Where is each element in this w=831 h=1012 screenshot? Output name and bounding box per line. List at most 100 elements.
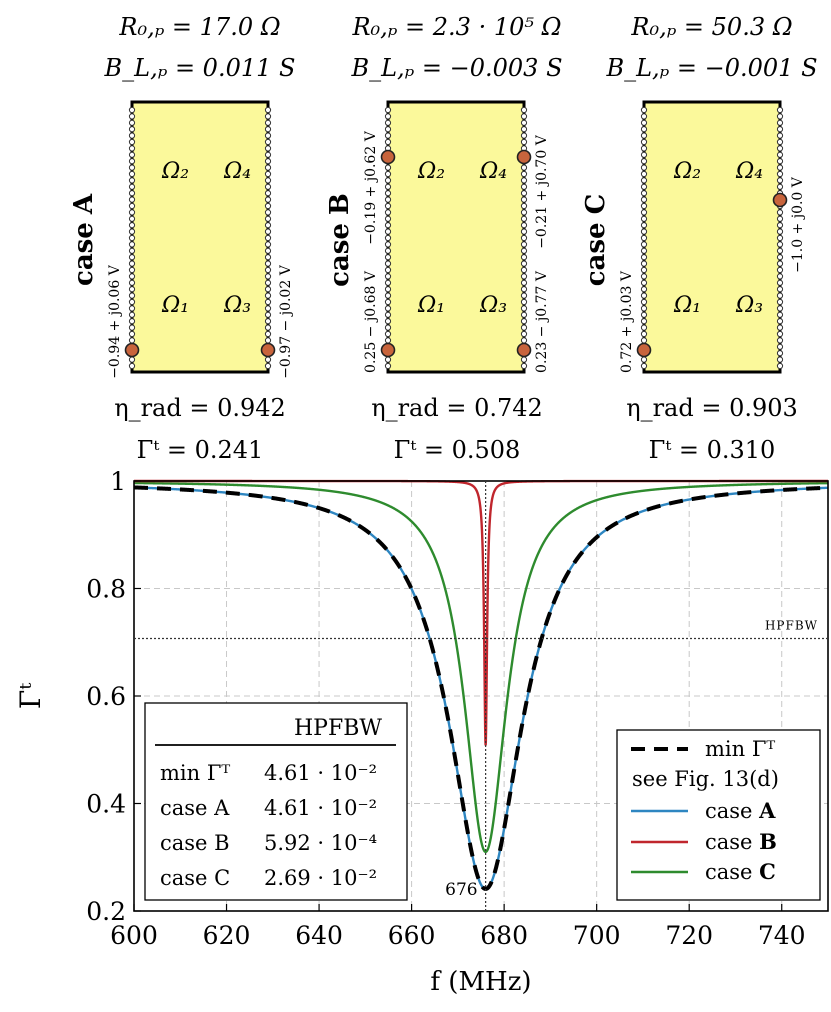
edge-node: [384, 273, 392, 280]
edge-node: [128, 196, 136, 203]
edge-node: [640, 260, 648, 267]
edge-node: [384, 337, 392, 344]
region-label-r2: Ω₂: [673, 159, 701, 184]
edge-node: [640, 234, 648, 242]
edge-node: [776, 330, 784, 338]
edge-node: [384, 132, 392, 139]
edge-node: [776, 286, 784, 293]
x-tick-label: 660: [388, 921, 436, 950]
edge-node: [264, 234, 272, 242]
patch-rect: [386, 100, 526, 374]
edge-node: [520, 177, 528, 184]
eta-label: η_rad = 0.742: [371, 394, 543, 422]
edge-node: [128, 241, 136, 248]
edge-node: [640, 151, 648, 158]
edge-node: [264, 177, 272, 184]
edge-node: [640, 362, 648, 370]
edge-node: [384, 241, 392, 248]
edge-node: [520, 292, 528, 299]
edge-node: [384, 119, 392, 126]
edge-node: [264, 298, 272, 306]
table-row-name: min Γᵀ: [160, 761, 230, 785]
edge-node: [128, 222, 136, 229]
legend-label: case: [705, 830, 759, 854]
edge-node: [264, 119, 272, 126]
edge-node: [640, 202, 648, 210]
edge-node: [384, 234, 392, 242]
edge-node: [128, 119, 136, 126]
edge-node: [264, 260, 272, 267]
edge-node: [264, 286, 272, 293]
edge-node: [384, 196, 392, 203]
case-panel-c: R₀,ₚ = 50.3 Ω B_L,ₚ = −0.001 S Ω₂ Ω₄ Ω₁ Ω₃ cas…: [581, 13, 818, 464]
edge-node: [776, 151, 784, 158]
edge-node: [776, 318, 784, 325]
edge-node: [128, 202, 136, 210]
edge-node: [640, 241, 648, 248]
y-axis-label: Γᵗ: [14, 683, 47, 709]
gamma-label: Γᵗ = 0.508: [394, 436, 521, 464]
x-tick-label: 600: [110, 921, 158, 950]
edge-node: [640, 318, 648, 325]
edge-node: [264, 247, 272, 254]
case-label: case B: [325, 193, 355, 287]
edge-node: [776, 215, 784, 222]
edge-node: [520, 132, 528, 139]
region-label-r3: Ω₃: [735, 293, 763, 318]
edge-node: [520, 254, 528, 261]
edge-node: [640, 247, 648, 254]
edge-node: [776, 273, 784, 280]
edge-node: [640, 158, 648, 165]
edge-node: [520, 222, 528, 229]
hpfbw-table: HPFBW min Γᵀ 4.61 · 10⁻² case A 4.61 · 10⁻² c…: [144, 702, 408, 901]
port-marker: [124, 342, 140, 358]
eta-label: η_rad = 0.903: [626, 394, 798, 422]
patch-rect: [642, 100, 782, 374]
chart-ticks: 600 620 640 660 680 700 720 740 0.2 0.4 0.6 0.8 1 f (…: [14, 467, 806, 997]
edge-node: [776, 305, 784, 312]
edge-node: [128, 138, 136, 146]
legend-label-bold: A: [758, 798, 776, 823]
bl-label: B_L,ₚ = −0.003 S: [350, 54, 562, 82]
legend-entry: min Γᵀ: [705, 737, 775, 761]
edge-node: [384, 209, 392, 216]
edge-node: [776, 362, 784, 370]
edge-node: [264, 190, 272, 197]
edge-node: [264, 151, 272, 158]
region-label-r3: Ω₃: [223, 293, 251, 318]
legend-label: case: [705, 860, 759, 884]
r0-label: R₀,ₚ = 2.3 · 10⁵ Ω: [351, 13, 561, 41]
edge-node: [384, 190, 392, 197]
edge-node: [640, 254, 648, 261]
edge-node: [264, 183, 272, 190]
table-row-value: 4.61 · 10⁻²: [264, 796, 377, 820]
edge-node: [128, 177, 136, 184]
edge-node: [128, 305, 136, 312]
edge-node: [384, 113, 392, 120]
case-label: case C: [581, 194, 611, 287]
edge-node: [520, 337, 528, 344]
edge-node: [384, 266, 392, 274]
edge-node: [264, 222, 272, 229]
edge-node: [520, 106, 528, 114]
edge-node: [384, 183, 392, 190]
edge-node: [128, 151, 136, 158]
r0-label: R₀,ₚ = 17.0 Ω: [118, 13, 280, 41]
x-tick-label: 700: [573, 921, 621, 950]
edge-node: [264, 241, 272, 248]
edge-node: [128, 183, 136, 190]
port-marker: [516, 149, 532, 165]
edge-node: [520, 356, 528, 363]
edge-node: [640, 138, 648, 146]
edge-node: [776, 241, 784, 248]
edge-node: [776, 298, 784, 306]
legend-label: case: [705, 799, 759, 823]
edge-node: [264, 254, 272, 261]
edge-node: [264, 330, 272, 338]
table-row-name: case A: [160, 796, 230, 820]
edge-node: [128, 324, 136, 331]
edge-node: [264, 158, 272, 165]
edge-node: [776, 266, 784, 274]
x-axis-label: f (MHz): [430, 967, 531, 997]
edge-node: [128, 209, 136, 216]
